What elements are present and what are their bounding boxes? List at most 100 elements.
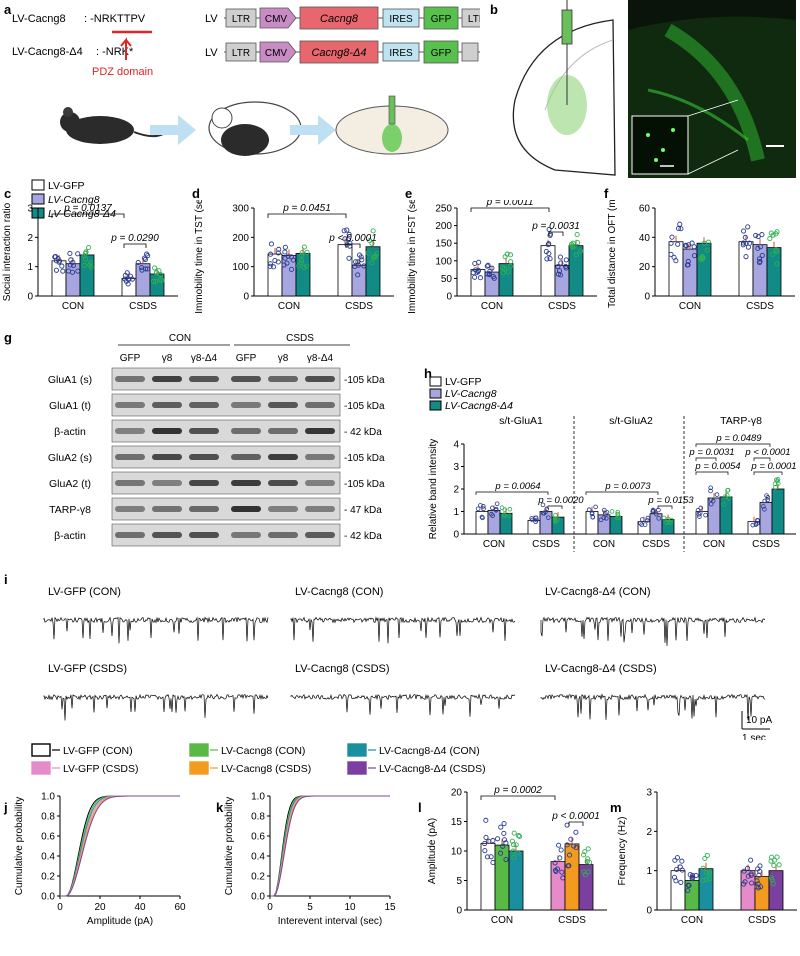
y-tick-label: 100 — [435, 256, 452, 267]
data-point — [355, 272, 361, 278]
data-point — [774, 248, 780, 255]
blot-band — [115, 532, 145, 538]
y-axis-label: Total distance in OFT (m) — [607, 200, 618, 308]
data-point — [598, 517, 604, 523]
legend-item: LV-GFP (CSDS) — [63, 763, 138, 775]
data-point — [741, 228, 747, 234]
data-point — [490, 505, 495, 511]
blot-band — [305, 454, 335, 460]
bar — [365, 246, 381, 297]
blot-band — [189, 376, 219, 382]
blot-band — [189, 506, 219, 512]
data-point — [500, 270, 506, 276]
data-point — [685, 258, 691, 265]
data-point — [653, 511, 659, 517]
legend-item: LV-Cacng8-Δ4 (CSDS) — [379, 763, 486, 775]
data-point — [573, 252, 579, 258]
data-point — [771, 862, 777, 869]
p-value: p < 0.0001 — [328, 233, 377, 244]
panel-label-a: a — [4, 2, 12, 17]
data-point — [743, 254, 749, 260]
p-value: p < 0.0001 — [551, 811, 600, 822]
group-title: s/t-GluA1 — [499, 415, 543, 427]
data-point — [552, 519, 558, 524]
y-tick-label: 2 — [453, 485, 459, 496]
data-point — [558, 260, 564, 266]
data-point — [153, 279, 159, 285]
data-point — [685, 882, 691, 888]
panel-label-i: i — [4, 572, 8, 587]
data-point — [507, 506, 513, 512]
cdf-line — [60, 795, 180, 897]
data-point — [503, 840, 509, 846]
data-point — [714, 492, 720, 497]
data-point — [768, 875, 775, 881]
data-point — [585, 856, 591, 862]
data-point — [511, 830, 517, 836]
trace-title: LV-Cacng8 (CSDS) — [295, 663, 390, 675]
data-point — [563, 263, 569, 269]
data-point — [145, 266, 151, 272]
cdf-line — [270, 795, 390, 897]
data-point — [346, 231, 352, 237]
trace-line — [540, 693, 766, 721]
data-point — [275, 250, 281, 256]
p-value: p = 0.0031 — [531, 221, 580, 232]
data-point — [642, 522, 648, 527]
blot-band — [115, 402, 145, 408]
data-point — [150, 278, 157, 284]
data-point — [741, 881, 747, 887]
data-point — [68, 257, 74, 263]
bar — [682, 248, 698, 297]
data-point — [301, 264, 307, 271]
data-point — [500, 843, 506, 849]
data-point — [75, 251, 81, 257]
data-point — [486, 838, 492, 844]
p-value: p = 0.0054 — [694, 461, 740, 472]
y-tick-label: 200 — [232, 233, 249, 244]
sig-bracket — [568, 821, 584, 826]
bar — [550, 861, 566, 911]
blot-band — [189, 428, 219, 434]
data-point — [582, 849, 588, 855]
data-point — [749, 880, 755, 886]
data-point — [745, 224, 751, 230]
y-tick-label: 1 — [646, 866, 652, 877]
data-point — [674, 855, 680, 861]
blot-band — [231, 506, 261, 512]
y-tick-label: 0 — [453, 530, 459, 541]
blot-kda: -105 kDa — [344, 479, 385, 490]
y-tick-label: 0 — [243, 292, 249, 303]
data-point — [745, 873, 751, 879]
blot-row-label: GluA1 (s) — [48, 374, 92, 386]
blot-band — [189, 454, 219, 460]
y-tick-label: 2 — [646, 827, 652, 838]
y-tick-label: 3 — [646, 788, 652, 799]
blot-lane-label: γ8 — [162, 353, 173, 364]
scale-bar — [741, 711, 770, 730]
data-point — [765, 497, 770, 503]
data-point — [578, 248, 584, 254]
data-point — [557, 272, 564, 278]
data-point — [656, 507, 661, 513]
data-point — [482, 848, 488, 854]
y-tick-label: 150 — [435, 239, 452, 250]
data-point — [757, 863, 763, 869]
data-point — [480, 515, 485, 521]
data-point — [296, 263, 302, 269]
x-tick-label: CON — [483, 539, 505, 550]
p-value: p = 0.0020 — [537, 495, 584, 506]
sig-bracket — [695, 443, 771, 447]
data-point — [684, 262, 691, 268]
y-tick-label: 1.0 — [41, 792, 55, 803]
blot-band — [305, 376, 335, 382]
data-point — [271, 264, 277, 270]
y-tick-label: 300 — [232, 204, 249, 215]
data-point — [513, 842, 519, 848]
blot-band — [115, 480, 145, 486]
chart-l: Amplitude (pA) 0 5 10 15 20 CON CSDS p = 0.0002 p… — [427, 785, 607, 926]
data-point — [706, 869, 713, 875]
trace-title: LV-Cacng8 (CON) — [295, 586, 383, 598]
data-point — [615, 511, 620, 517]
p-value: p = 0.0153 — [647, 495, 694, 506]
